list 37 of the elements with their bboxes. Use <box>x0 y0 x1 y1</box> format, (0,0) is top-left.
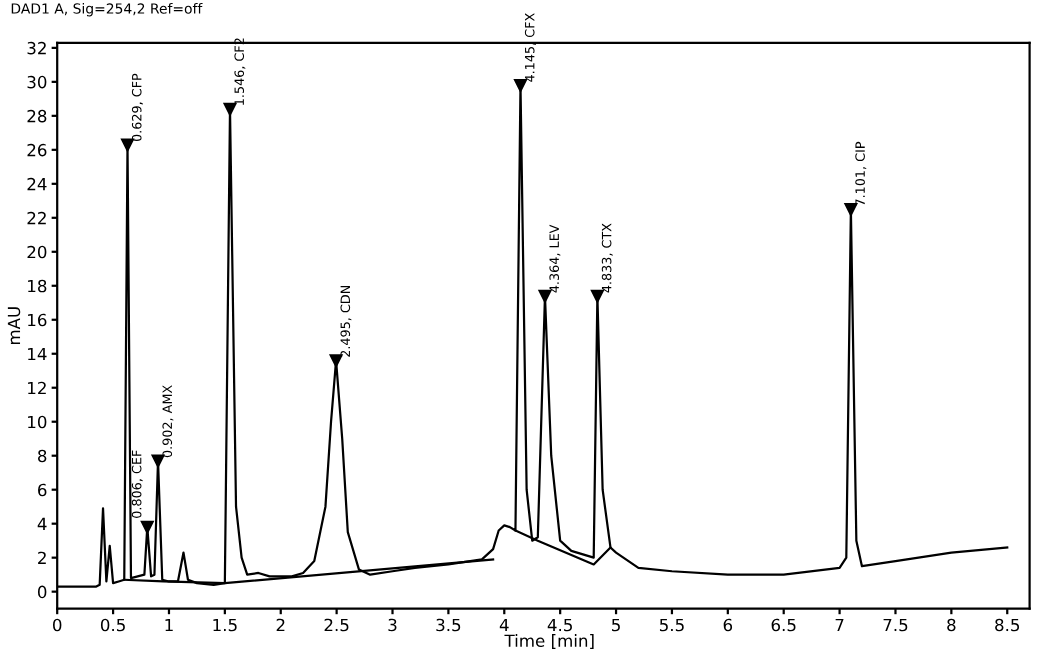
x-axis-title: Time [min] <box>504 634 594 649</box>
x-tick-label: 7.5 <box>883 618 908 632</box>
x-tick-label: 2.5 <box>324 618 349 632</box>
y-tick-label: 2 <box>38 551 46 564</box>
x-tick-label: 3 <box>388 618 397 632</box>
y-tick-label: 22 <box>27 211 46 225</box>
y-tick-label: 10 <box>28 415 47 429</box>
x-tick-label: 5 <box>612 618 620 632</box>
y-tick-label: 20 <box>27 245 47 259</box>
y-tick-label: 30 <box>27 75 47 89</box>
y-tick-label: 4 <box>37 517 47 531</box>
x-tick-label: 4.5 <box>547 618 572 632</box>
x-tick-label: 5.5 <box>659 618 684 632</box>
y-tick-label: 26 <box>27 143 47 157</box>
x-tick-label: 1 <box>165 618 173 632</box>
x-tick-label: 0 <box>53 618 62 632</box>
x-tick-label: 6.5 <box>771 618 796 632</box>
x-tick-label: 1.5 <box>213 618 237 632</box>
y-tick-label: 24 <box>27 177 47 191</box>
y-tick-label: 14 <box>28 347 47 361</box>
x-tick-label: 0.5 <box>100 618 125 632</box>
y-tick-label: 8 <box>38 449 47 463</box>
x-tick-label: 2 <box>276 618 285 632</box>
y-tick-label: 12 <box>28 381 46 395</box>
y-tick-label: 16 <box>28 313 47 327</box>
y-tick-label: 32 <box>27 41 46 55</box>
x-tick-label: 8.5 <box>995 618 1020 632</box>
x-tick-label: 8 <box>947 618 956 632</box>
y-tick-label: 0 <box>37 585 47 599</box>
y-tick-label: 6 <box>38 483 47 497</box>
x-tick-label: 6 <box>723 618 733 632</box>
x-tick-label: 4 <box>499 618 509 632</box>
y-tick-label: 18 <box>28 279 47 293</box>
x-tick-label: 3.5 <box>436 618 461 632</box>
y-axis-title: mAU <box>7 307 21 345</box>
y-tick-label: 28 <box>27 109 47 123</box>
x-tick-label: 7 <box>835 618 844 632</box>
